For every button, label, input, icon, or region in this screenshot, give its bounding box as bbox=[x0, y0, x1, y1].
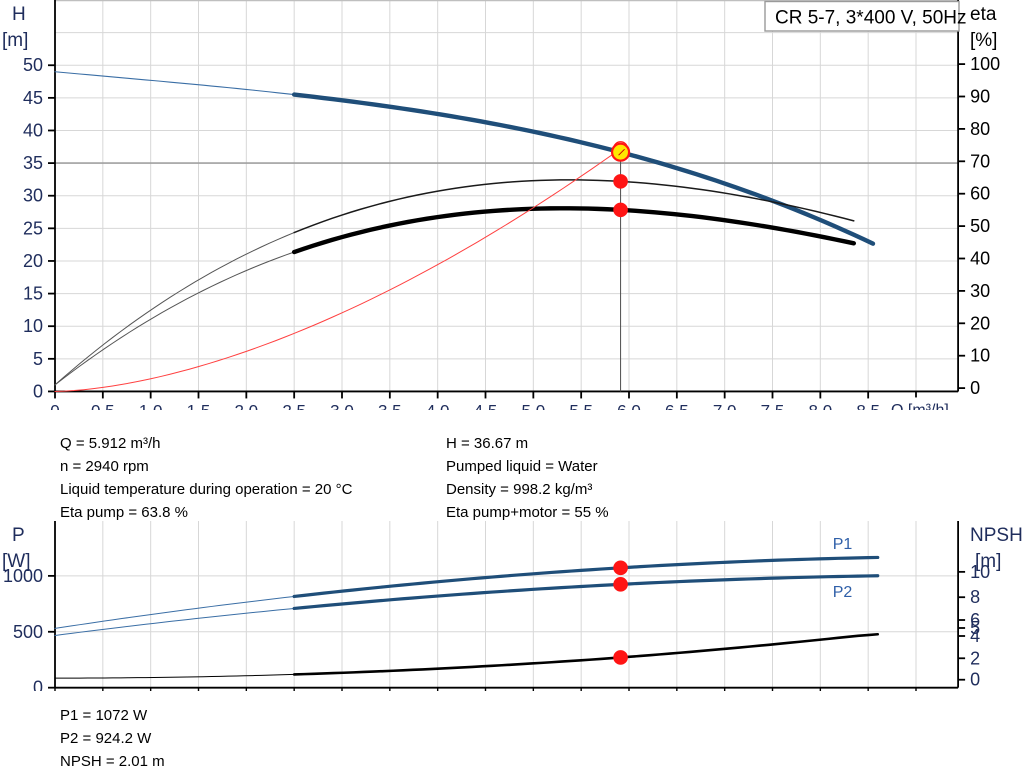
svg-text:4.0: 4.0 bbox=[426, 401, 450, 410]
svg-text:30: 30 bbox=[23, 186, 43, 206]
svg-text:5.0: 5.0 bbox=[522, 401, 546, 410]
svg-text:2.5: 2.5 bbox=[282, 401, 306, 410]
svg-text:20: 20 bbox=[970, 313, 990, 333]
svg-text:0: 0 bbox=[970, 378, 980, 398]
svg-text:30: 30 bbox=[970, 281, 990, 301]
svg-text:70: 70 bbox=[970, 151, 990, 171]
svg-text:3.5: 3.5 bbox=[378, 401, 402, 410]
svg-text:P2: P2 bbox=[833, 584, 853, 601]
svg-text:35: 35 bbox=[23, 153, 43, 173]
svg-text:7.5: 7.5 bbox=[761, 401, 785, 410]
svg-text:eta: eta bbox=[970, 4, 997, 25]
svg-text:P: P bbox=[12, 525, 25, 546]
svg-text:90: 90 bbox=[970, 87, 990, 107]
svg-text:50: 50 bbox=[23, 55, 43, 75]
svg-text:500: 500 bbox=[13, 622, 43, 642]
svg-text:45: 45 bbox=[23, 88, 43, 108]
svg-text:8: 8 bbox=[970, 587, 980, 607]
svg-text:15: 15 bbox=[23, 284, 43, 304]
svg-text:1.0: 1.0 bbox=[139, 401, 163, 410]
svg-text:80: 80 bbox=[970, 119, 990, 139]
svg-text:H: H bbox=[12, 4, 26, 25]
svg-text:60: 60 bbox=[970, 184, 990, 204]
svg-text:5: 5 bbox=[33, 349, 43, 369]
svg-text:8.0: 8.0 bbox=[809, 401, 833, 410]
svg-text:40: 40 bbox=[23, 121, 43, 141]
svg-text:2: 2 bbox=[970, 648, 980, 668]
svg-text:7.0: 7.0 bbox=[713, 401, 737, 410]
svg-text:6.5: 6.5 bbox=[665, 401, 689, 410]
svg-text:10: 10 bbox=[23, 316, 43, 336]
svg-text:[%]: [%] bbox=[970, 30, 997, 51]
svg-text:6.0: 6.0 bbox=[617, 401, 641, 410]
svg-text:0: 0 bbox=[970, 670, 980, 690]
svg-text:[m]: [m] bbox=[975, 551, 1001, 572]
svg-text:1.5: 1.5 bbox=[187, 401, 211, 410]
svg-text:25: 25 bbox=[23, 218, 43, 238]
svg-text:4.5: 4.5 bbox=[474, 401, 498, 410]
svg-text:0: 0 bbox=[33, 381, 43, 401]
svg-text:20: 20 bbox=[23, 251, 43, 271]
svg-text:5.5: 5.5 bbox=[569, 401, 593, 410]
svg-text:8.5: 8.5 bbox=[856, 401, 880, 410]
svg-text:P1: P1 bbox=[833, 536, 853, 553]
svg-text:50: 50 bbox=[970, 216, 990, 236]
svg-text:0.5: 0.5 bbox=[91, 401, 115, 410]
svg-text:NPSH: NPSH bbox=[970, 525, 1023, 546]
svg-text:40: 40 bbox=[970, 249, 990, 269]
svg-text:3.0: 3.0 bbox=[330, 401, 354, 410]
svg-text:[m]: [m] bbox=[2, 30, 28, 51]
svg-text:0: 0 bbox=[33, 678, 43, 691]
svg-text:100: 100 bbox=[970, 54, 1000, 74]
svg-text:2.0: 2.0 bbox=[235, 401, 259, 410]
svg-text:Q [m³/h]: Q [m³/h] bbox=[891, 402, 949, 410]
svg-text:CR 5-7, 3*400 V, 50Hz: CR 5-7, 3*400 V, 50Hz bbox=[775, 8, 967, 29]
svg-text:6: 6 bbox=[970, 610, 980, 630]
svg-text:10: 10 bbox=[970, 346, 990, 366]
svg-text:[W]: [W] bbox=[2, 551, 31, 572]
svg-text:0: 0 bbox=[50, 401, 59, 410]
